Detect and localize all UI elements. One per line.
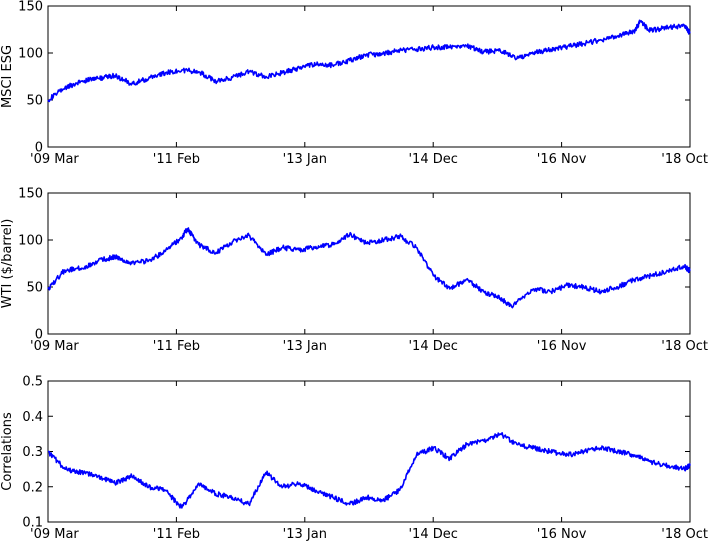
- y-tick-label: 0.3: [22, 445, 43, 460]
- y-tick-label: 0: [35, 141, 43, 156]
- plot-frame: [47, 380, 691, 523]
- y-tick-label: 0.5: [22, 375, 43, 390]
- chart-panel-1: 0 50 100 150 '09 Mar '11 Feb '13 Jan '14 Dec '16…: [0, 0, 708, 167]
- y-axis-title: Correlations: [0, 412, 15, 491]
- y-axis-title: WTI ($/barrel): [0, 219, 15, 309]
- x-tick-label: '16 Nov: [537, 339, 587, 354]
- x-tick-label: '14 Dec: [408, 152, 457, 167]
- series-line: [47, 431, 691, 509]
- y-tick-label: 0.2: [22, 480, 43, 495]
- x-tick-label: '16 Nov: [537, 152, 587, 167]
- x-tick-label: '11 Feb: [153, 152, 200, 167]
- x-tick-label: '14 Dec: [408, 527, 457, 541]
- y-tick-label: 100: [18, 47, 43, 62]
- chart-panel-2: 0 50 100 150 '09 Mar '11 Feb '13 Jan '14 Dec '16…: [0, 187, 708, 355]
- x-tick-label: '09 Mar: [30, 527, 79, 541]
- series-line: [47, 19, 691, 103]
- y-tick-label: 0.4: [22, 410, 43, 425]
- y-axis-title: MSCI ESG: [0, 45, 15, 108]
- plot-frame: [47, 5, 691, 148]
- series-line: [47, 227, 691, 309]
- x-tick-label: '09 Mar: [30, 152, 79, 167]
- y-tick-label: 150: [18, 187, 43, 202]
- y-tick-label: 0.1: [22, 516, 43, 531]
- x-tick-label: '13 Jan: [283, 527, 327, 541]
- x-tick-label: '09 Mar: [30, 339, 79, 354]
- y-tick-label: 0: [35, 328, 43, 343]
- x-tick-label: '14 Dec: [408, 339, 457, 354]
- y-tick-label: 150: [18, 0, 43, 15]
- x-tick-label: '11 Feb: [153, 339, 200, 354]
- y-tick-label: 100: [18, 234, 43, 249]
- y-tick-label: 50: [26, 281, 43, 296]
- x-tick-label: '11 Feb: [153, 527, 200, 541]
- x-tick-label: '13 Jan: [283, 152, 327, 167]
- x-tick-label: '13 Jan: [283, 339, 327, 354]
- x-tick-label: '16 Nov: [537, 527, 587, 541]
- chart-panel-3: 0.1 0.2 0.3 0.4 0.5 '09 Mar '11 Feb '13 Jan '14 …: [0, 375, 708, 541]
- y-tick-label: 50: [26, 94, 43, 109]
- x-tick-label: '18 Oct: [661, 339, 708, 354]
- x-tick-label: '18 Oct: [661, 152, 708, 167]
- plot-frame: [47, 192, 691, 335]
- x-tick-label: '18 Oct: [661, 527, 708, 541]
